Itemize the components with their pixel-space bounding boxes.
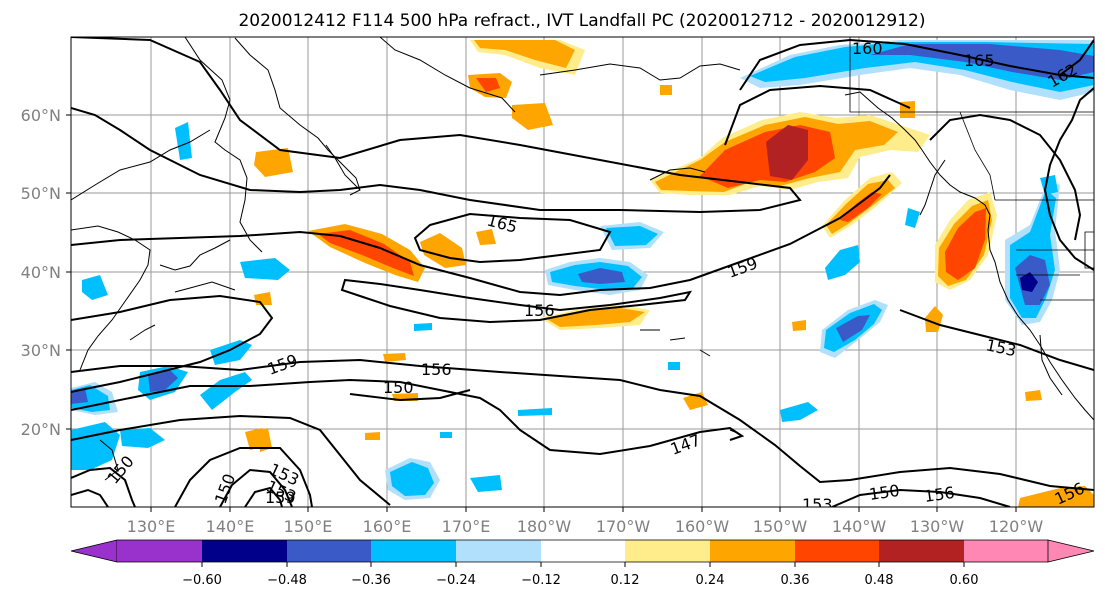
lat-label: 60°N — [21, 106, 61, 125]
colorbar-label: 0.48 — [865, 573, 894, 588]
lon-label: 130°W — [910, 517, 965, 536]
map-panel: 160 165 162 165 159 156 159 156 150 153 … — [71, 37, 1094, 514]
lon-label: 160°E — [363, 517, 412, 536]
positive-shading — [245, 40, 1094, 507]
contour-label: 150 — [868, 481, 901, 504]
lon-label: 150°W — [753, 517, 808, 536]
lon-label: 130°E — [127, 517, 176, 536]
colorbar-extend-min — [70, 539, 118, 563]
lat-label: 40°N — [21, 263, 61, 282]
colorbar-label: −0.48 — [267, 573, 307, 588]
colorbar-extend-max — [1047, 539, 1095, 563]
contour-label: 165 — [964, 51, 995, 70]
negative-shading — [71, 40, 1094, 500]
lon-label: 140°W — [832, 517, 887, 536]
colorbar-segment — [879, 540, 964, 562]
contour-label: 150 — [383, 378, 414, 397]
colorbar-segment — [795, 540, 879, 562]
map-title: 2020012412 F114 500 hPa refract., IVT La… — [238, 11, 925, 31]
lat-label: 30°N — [21, 341, 61, 360]
contour-label: 156 — [923, 483, 956, 506]
colorbar-label: 0.12 — [611, 573, 640, 588]
lat-label: 50°N — [21, 184, 61, 203]
lon-label: 140°E — [206, 517, 255, 536]
colorbar-segment — [371, 540, 456, 562]
contour-label: 153 — [802, 495, 833, 514]
colorbar-segment — [287, 540, 371, 562]
colorbar-segment — [202, 540, 287, 562]
colorbar-label: −0.36 — [351, 573, 391, 588]
coastlines — [71, 37, 1094, 481]
colorbar-segment — [625, 540, 710, 562]
lon-ticks — [150, 507, 1017, 512]
contour-label: 156 — [524, 301, 555, 320]
colorbar-label: −0.60 — [182, 573, 222, 588]
colorbar-label: −0.12 — [521, 573, 561, 588]
lon-label: 160°W — [675, 517, 730, 536]
lon-label: 150°E — [284, 517, 333, 536]
colorbar-segment — [710, 540, 795, 562]
colorbar-label: −0.24 — [436, 573, 476, 588]
lon-label: 120°W — [989, 517, 1044, 536]
lon-label: 170°W — [596, 517, 651, 536]
lat-ticks — [66, 114, 71, 430]
colorbar-segment — [541, 540, 625, 562]
lon-labels: 130°E 140°E 150°E 160°E 170°E 180°W 170°… — [127, 517, 1044, 536]
contour-label: 156 — [421, 360, 452, 379]
lon-label: 180°W — [517, 517, 572, 536]
lat-label: 20°N — [21, 420, 61, 439]
colorbar-label: 0.60 — [950, 573, 979, 588]
contour-labels: 160 165 162 165 159 156 159 156 150 153 … — [104, 39, 1088, 514]
colorbar-segment — [117, 540, 202, 562]
colorbar-segment — [964, 540, 1048, 562]
colorbar-segment — [456, 540, 541, 562]
contour-label: 160 — [852, 39, 883, 58]
lon-label: 170°E — [442, 517, 491, 536]
lat-labels: 60°N 50°N 40°N 30°N 20°N — [21, 106, 61, 439]
colorbar: −0.60 −0.48 −0.36 −0.24 −0.12 0.12 0.24 … — [70, 539, 1095, 588]
contours — [71, 37, 1094, 507]
contour-label: 159 — [265, 488, 296, 507]
colorbar-label: 0.36 — [781, 573, 810, 588]
colorbar-label: 0.24 — [696, 573, 725, 588]
